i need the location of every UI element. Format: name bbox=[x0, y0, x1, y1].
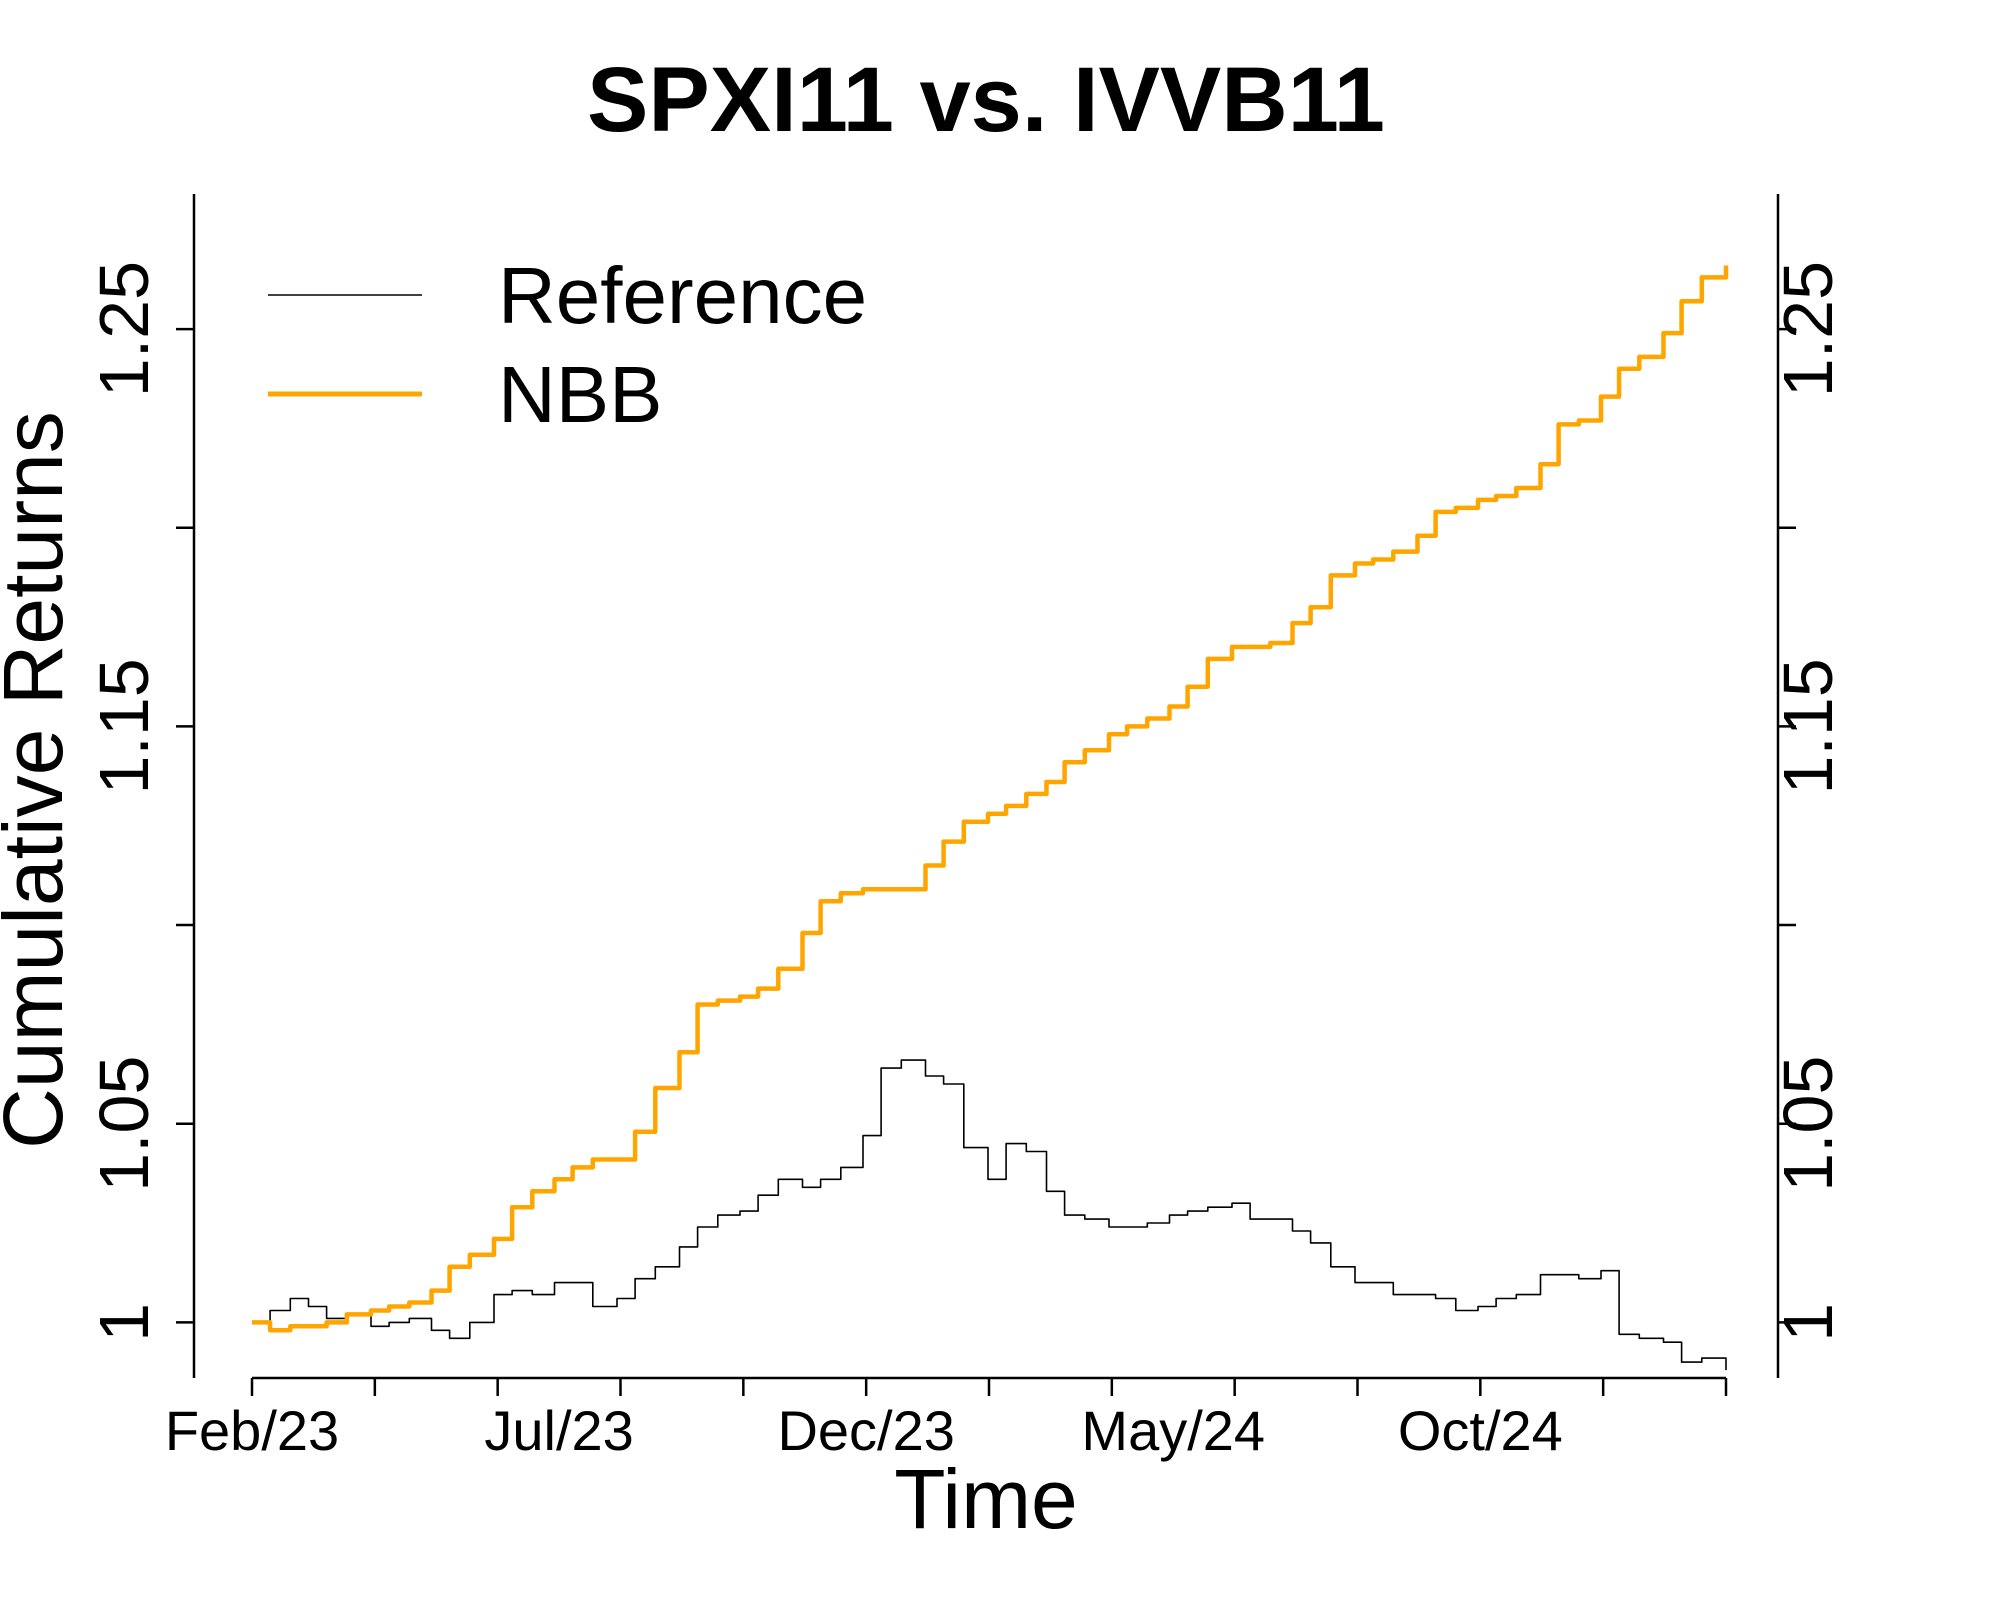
x-axis-title: Time bbox=[894, 1452, 1078, 1546]
y-axis-title: Cumulative Returns bbox=[0, 411, 80, 1149]
y-tick-label-left: 1.15 bbox=[85, 658, 163, 794]
y-tick-label-right: 1.25 bbox=[1769, 261, 1847, 397]
legend-label-reference: Reference bbox=[498, 251, 867, 340]
y-tick-label-right: 1.05 bbox=[1769, 1056, 1847, 1192]
x-tick-label: Dec/23 bbox=[777, 1399, 954, 1462]
x-tick-label: May/24 bbox=[1081, 1399, 1265, 1462]
y-tick-label-right: 1.15 bbox=[1769, 658, 1847, 794]
x-tick-label: Jul/23 bbox=[484, 1399, 633, 1462]
series-line-reference bbox=[252, 1059, 1727, 1371]
y-tick-label-left: 1 bbox=[85, 1303, 163, 1342]
y-tick-label-right: 1 bbox=[1769, 1303, 1847, 1342]
series-line-nbb bbox=[252, 265, 1729, 1333]
series-layer bbox=[252, 265, 1729, 1371]
legend: Reference NBB bbox=[268, 251, 867, 439]
legend-label-nbb: NBB bbox=[498, 350, 663, 439]
y-axis-title-group: Cumulative Returns bbox=[0, 411, 80, 1149]
x-ticks: Feb/23 Jul/23 Dec/23 May/24 Oct/24 bbox=[165, 1378, 1728, 1462]
y-ticks: 1 1 1.05 1.05 1.15 1.15 1.25 1.25 bbox=[85, 261, 1847, 1342]
x-tick-label: Feb/23 bbox=[165, 1399, 339, 1462]
y-tick-label-left: 1.05 bbox=[85, 1056, 163, 1192]
chart-title: SPXI11 vs. IVVB11 bbox=[587, 49, 1385, 151]
x-tick-label: Oct/24 bbox=[1398, 1399, 1563, 1462]
y-tick-label-left: 1.25 bbox=[85, 261, 163, 397]
